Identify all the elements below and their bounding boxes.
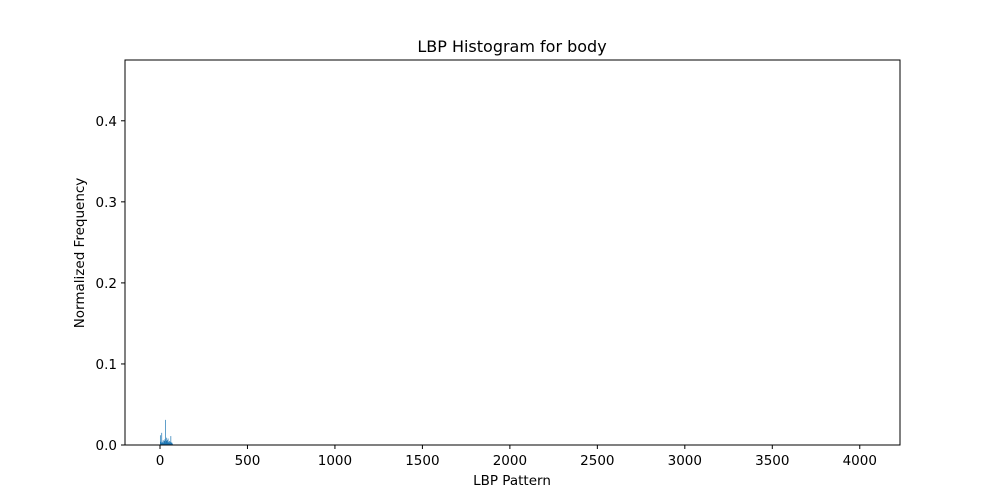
x-tick-label: 2500 [580,453,614,469]
x-tick-label: 4000 [843,453,877,469]
histogram-bar [163,442,164,445]
histogram-bar [170,441,171,445]
x-tick-label: 500 [235,453,261,469]
histogram-bar [165,419,166,445]
histogram-bar [166,440,167,445]
x-tick-label: 3000 [668,453,702,469]
chart-title: LBP Histogram for body [417,37,606,56]
histogram-bar [168,442,170,445]
histogram-bar [159,435,161,445]
histogram-bar [168,441,169,445]
x-axis-title: LBP Pattern [473,473,551,489]
plot-area-frame [124,59,901,446]
y-axis-ticks: 0.0 0.1 0.2 0.3 0.4 [96,114,125,454]
histogram-bar [164,442,166,445]
histogram-bar [170,436,172,445]
y-tick-label: 0.2 [96,276,117,292]
histogram-bar [162,440,164,445]
histogram-bar [161,432,163,445]
y-tick-label: 0.0 [96,438,117,454]
histogram-bars [159,419,173,445]
histogram-bar [164,439,166,445]
y-tick-label: 0.3 [96,195,117,211]
histogram-bar [161,443,162,445]
histogram-bar [166,441,168,445]
x-tick-label: 3500 [755,453,789,469]
y-tick-label: 0.4 [96,114,117,130]
histogram-bar [169,443,171,445]
x-tick-label: 0 [156,453,165,469]
x-axis-ticks: 0 500 1000 1500 2000 2500 3000 3500 4000 [156,445,877,469]
x-tick-label: 1000 [318,453,352,469]
x-tick-label: 2000 [493,453,527,469]
y-tick-label: 0.1 [96,357,117,373]
y-axis-title: Normalized Frequency [72,178,88,329]
x-tick-label: 1500 [405,453,439,469]
